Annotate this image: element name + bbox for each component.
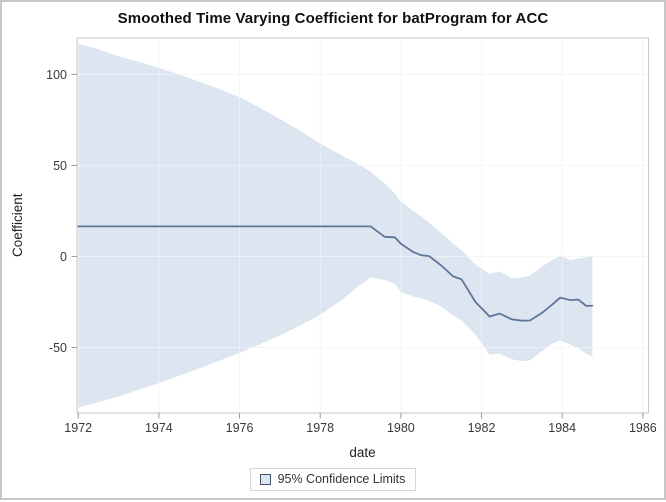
confidence-band-swatch-icon (259, 473, 271, 485)
y-axis-label: Coefficient (10, 193, 25, 258)
x-tick-label: 1972 (64, 421, 92, 435)
legend: 95% Confidence Limits (2, 468, 664, 491)
y-tick-label: -50 (49, 341, 67, 355)
x-axis-label: date (349, 445, 376, 460)
x-tick-label: 1984 (548, 421, 576, 435)
legend-box: 95% Confidence Limits (249, 468, 417, 491)
coefficient-line (77, 225, 594, 322)
x-tick-label: 1980 (387, 421, 415, 435)
x-tick-label: 1974 (145, 421, 173, 435)
x-tick-label: 1976 (226, 421, 254, 435)
y-tick-label: 0 (60, 250, 67, 264)
x-tick-label: 1986 (629, 421, 657, 435)
legend-label: 95% Confidence Limits (277, 472, 406, 486)
plot-frame (76, 37, 649, 414)
x-tick-label: 1978 (306, 421, 334, 435)
y-tick-label: 50 (53, 159, 67, 173)
x-tick-label: 1982 (468, 421, 496, 435)
chart-title: Smoothed Time Varying Coefficient for ba… (117, 10, 549, 27)
y-tick-label: 100 (46, 68, 67, 82)
